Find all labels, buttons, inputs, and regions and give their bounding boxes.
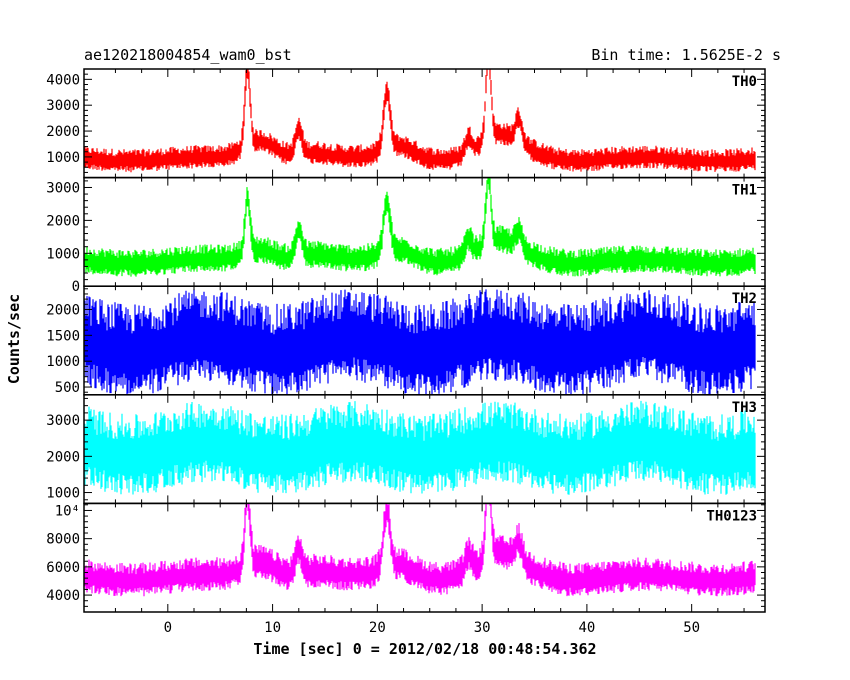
- x-tick-label: 20: [369, 620, 386, 636]
- panel-th2: 500 1000 1500 2000 TH2: [46, 285, 766, 396]
- panel-th0: 1000 2000 3000 4000 TH0: [46, 68, 766, 179]
- x-tick-label: 40: [578, 620, 595, 636]
- series-th0123: [84, 503, 756, 597]
- y-tick-label: 1000: [46, 246, 80, 262]
- y-tick-label: 10⁴: [55, 503, 80, 519]
- x-tick-label: 10: [264, 620, 281, 636]
- panel-th0123: 4000 6000 8000 10⁴ TH0123: [46, 502, 766, 613]
- series-th2: [84, 289, 756, 395]
- panel-th3: 1000 2000 3000 TH3: [46, 394, 766, 505]
- chart-title-left: ae120218004854_wam0_bst: [84, 46, 292, 64]
- y-tick-label: 8000: [46, 532, 80, 548]
- y-tick-label: 2000: [46, 302, 80, 318]
- y-tick-label: 3000: [46, 413, 80, 429]
- panel-label-th3: TH3: [732, 400, 757, 416]
- y-tick-label: 2000: [46, 124, 80, 140]
- panel-label-th0123: TH0123: [706, 508, 757, 524]
- panel-frame: [83, 502, 766, 613]
- y-tick-label: 3000: [46, 180, 80, 196]
- y-tick-label: 2000: [46, 213, 80, 229]
- panel-label-th2: TH2: [732, 291, 757, 307]
- chart-title-right: Bin time: 1.5625E-2 s: [591, 46, 781, 64]
- y-tick-label: 2000: [46, 449, 80, 465]
- y-axis-title: Counts/sec: [5, 294, 23, 384]
- x-tick-label: 0: [164, 620, 172, 636]
- x-axis: 0 10 20 30 40 50: [164, 620, 700, 636]
- y-tick-label: 1500: [46, 328, 80, 344]
- y-tick-label: 1000: [46, 354, 80, 370]
- y-tick-label: 1000: [46, 486, 80, 502]
- y-tick-label: 6000: [46, 560, 80, 576]
- y-tick-label: 0: [72, 279, 80, 295]
- series-th0: [84, 69, 756, 173]
- y-tick-label: 4000: [46, 588, 80, 604]
- series-th3: [84, 400, 756, 495]
- panel-label-th0: TH0: [732, 74, 757, 90]
- series-th1: [84, 177, 756, 277]
- x-axis-title: Time [sec] 0 = 2012/02/18 00:48:54.362: [253, 640, 596, 658]
- x-tick-label: 50: [683, 620, 700, 636]
- panel-label-th1: TH1: [732, 183, 757, 199]
- x-tick-label: 30: [474, 620, 491, 636]
- y-tick-label: 1000: [46, 150, 80, 166]
- panel-th1: 0 1000 2000 3000 TH1: [46, 176, 766, 295]
- y-tick-label: 4000: [46, 72, 80, 88]
- y-tick-label: 3000: [46, 98, 80, 114]
- y-tick-label: 500: [55, 380, 80, 396]
